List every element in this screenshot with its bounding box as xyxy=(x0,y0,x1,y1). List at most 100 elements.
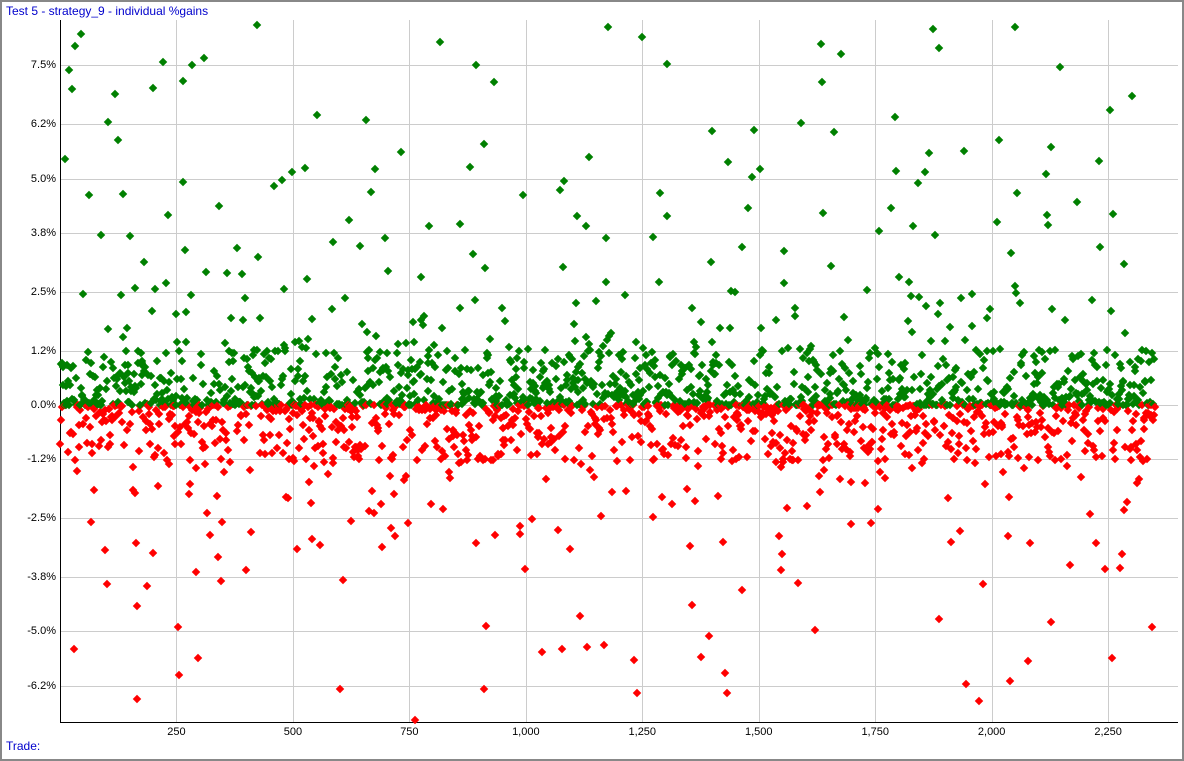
gain-marker xyxy=(591,297,599,305)
loss-marker xyxy=(133,601,141,609)
gain-marker xyxy=(268,383,276,391)
gain-marker xyxy=(438,323,446,331)
gain-marker xyxy=(367,188,375,196)
loss-marker xyxy=(553,526,561,534)
loss-marker xyxy=(71,455,79,463)
loss-marker xyxy=(468,409,476,417)
loss-marker xyxy=(1004,532,1012,540)
loss-marker xyxy=(100,546,108,554)
gain-marker xyxy=(221,338,229,346)
loss-marker xyxy=(267,415,275,423)
gain-marker xyxy=(238,269,246,277)
gain-marker xyxy=(178,357,186,365)
y-gridline xyxy=(60,233,1178,234)
loss-marker xyxy=(789,439,797,447)
loss-marker xyxy=(1041,433,1049,441)
loss-marker xyxy=(914,446,922,454)
gain-marker xyxy=(662,212,670,220)
gain-marker xyxy=(436,38,444,46)
loss-marker xyxy=(135,447,143,455)
gain-marker xyxy=(1041,169,1049,177)
gain-marker xyxy=(995,136,1003,144)
loss-marker xyxy=(413,456,421,464)
gain-marker xyxy=(153,357,161,365)
gain-marker xyxy=(839,313,847,321)
y-gridline xyxy=(60,577,1178,578)
loss-marker xyxy=(1006,677,1014,685)
gain-marker xyxy=(935,44,943,52)
gain-marker xyxy=(322,382,330,390)
loss-marker xyxy=(664,450,672,458)
loss-marker xyxy=(961,443,969,451)
gain-marker xyxy=(983,314,991,322)
loss-marker xyxy=(439,505,447,513)
loss-marker xyxy=(879,425,887,433)
loss-marker xyxy=(242,565,250,573)
x-tick-label: 500 xyxy=(263,726,323,738)
loss-marker xyxy=(391,531,399,539)
gain-marker xyxy=(573,212,581,220)
loss-marker xyxy=(946,538,954,546)
loss-marker xyxy=(861,479,869,487)
loss-marker xyxy=(517,429,525,437)
loss-marker xyxy=(880,455,888,463)
gain-marker xyxy=(551,375,559,383)
gain-marker xyxy=(750,126,758,134)
gain-marker xyxy=(480,140,488,148)
gain-marker xyxy=(109,363,117,371)
y-axis-line xyxy=(60,20,61,722)
loss-marker xyxy=(658,492,666,500)
loss-marker xyxy=(681,443,689,451)
gain-marker xyxy=(397,147,405,155)
y-tick-label: 0.0% xyxy=(6,399,56,411)
gain-marker xyxy=(498,304,506,312)
gain-marker xyxy=(708,126,716,134)
loss-marker xyxy=(918,439,926,447)
gain-marker xyxy=(227,314,235,322)
gain-marker xyxy=(345,216,353,224)
gain-marker xyxy=(663,60,671,68)
gain-marker xyxy=(707,258,715,266)
gain-marker xyxy=(523,345,531,353)
gain-marker xyxy=(384,266,392,274)
gain-marker xyxy=(929,25,937,33)
gain-marker xyxy=(278,176,286,184)
gain-marker xyxy=(856,361,864,369)
gain-marker xyxy=(918,351,926,359)
gain-marker xyxy=(77,30,85,38)
gain-marker xyxy=(789,367,797,375)
loss-marker xyxy=(888,419,896,427)
y-tick-label: -2.5% xyxy=(6,512,56,524)
gain-marker xyxy=(173,338,181,346)
loss-marker xyxy=(106,430,114,438)
loss-marker xyxy=(744,416,752,424)
loss-marker xyxy=(972,445,980,453)
gain-marker xyxy=(811,383,819,391)
loss-marker xyxy=(794,456,802,464)
gain-marker xyxy=(67,84,75,92)
gain-marker xyxy=(552,362,560,370)
loss-marker xyxy=(302,455,310,463)
gain-marker xyxy=(863,286,871,294)
gain-marker xyxy=(199,380,207,388)
loss-marker xyxy=(962,680,970,688)
gain-marker xyxy=(568,355,576,363)
loss-marker xyxy=(89,486,97,494)
loss-marker xyxy=(216,577,224,585)
loss-marker xyxy=(686,421,694,429)
loss-marker xyxy=(1020,464,1028,472)
loss-marker xyxy=(324,470,332,478)
gain-marker xyxy=(1117,364,1125,372)
loss-marker xyxy=(385,420,393,428)
gain-marker xyxy=(571,337,579,345)
loss-marker xyxy=(956,527,964,535)
loss-marker xyxy=(648,512,656,520)
gain-marker xyxy=(1007,248,1015,256)
gain-marker xyxy=(887,204,895,212)
loss-marker xyxy=(963,456,971,464)
gain-marker xyxy=(922,301,930,309)
loss-marker xyxy=(1120,506,1128,514)
gain-marker xyxy=(104,324,112,332)
y-gridline xyxy=(60,292,1178,293)
loss-marker xyxy=(128,462,136,470)
